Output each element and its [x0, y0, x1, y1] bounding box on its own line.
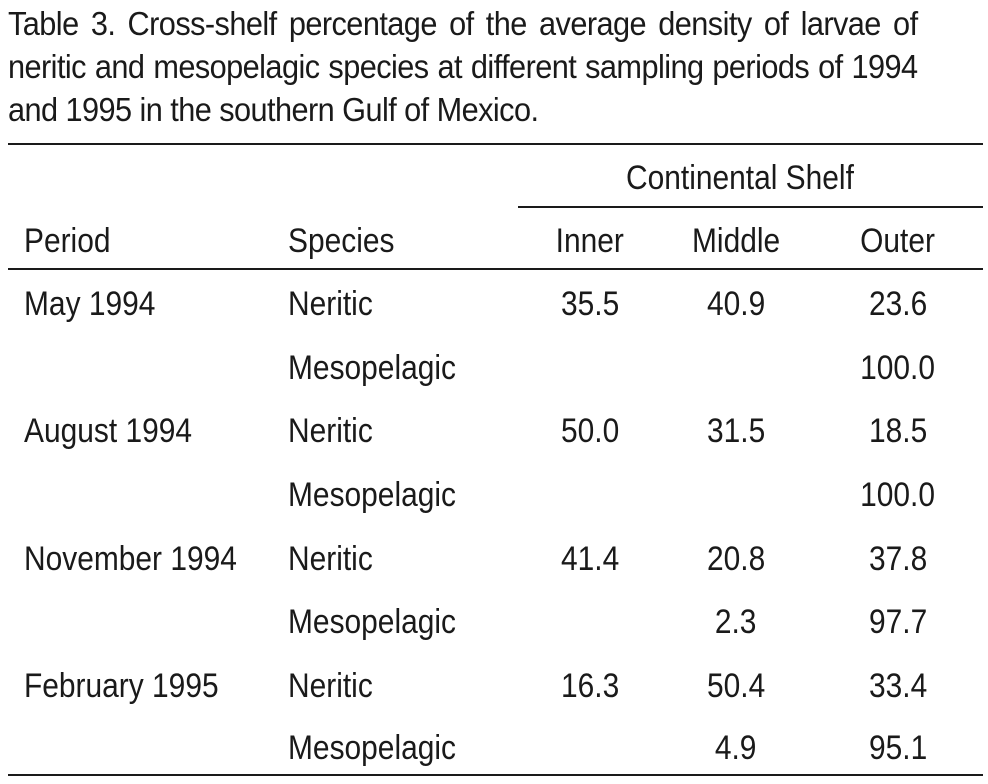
table-row-6-period: February 1995	[24, 667, 219, 705]
table-row-4-inner: 41.4	[560, 540, 620, 578]
table-row-1-inner	[520, 348, 660, 388]
table-row-2-inner: 50.0	[560, 412, 620, 450]
table-row-0-inner: 35.5	[560, 285, 620, 323]
table-row-7-outer: 95.1	[868, 729, 928, 767]
table-row-3-outer: 100.0	[860, 476, 936, 514]
bottom-rule	[8, 774, 983, 776]
table-row-5-inner	[520, 602, 660, 642]
table-row-0-species: Neritic	[288, 285, 373, 323]
table-row-5-middle: 2.3	[715, 603, 757, 641]
table-caption: Table 3. Cross-shelf percentage of the a…	[8, 5, 918, 128]
table-row-4-period: November 1994	[24, 540, 237, 578]
table-row-4-outer: 37.8	[868, 540, 928, 578]
column-header-middle: Middle	[691, 222, 781, 260]
table-row-6-middle: 50.4	[706, 667, 766, 705]
table-row-2-middle: 31.5	[706, 412, 766, 450]
column-header-species: Species	[288, 222, 395, 260]
table-row-3-middle	[666, 475, 806, 515]
table-row-7-middle: 4.9	[715, 729, 757, 767]
column-header-outer: Outer	[860, 222, 936, 260]
table-row-7-species: Mesopelagic	[288, 729, 456, 767]
table-row-6-inner: 16.3	[560, 667, 620, 705]
table-row-6-species: Neritic	[288, 667, 373, 705]
group-rule	[518, 206, 983, 208]
top-rule	[8, 143, 983, 145]
table-row-2-period: August 1994	[24, 412, 193, 450]
table-row-4-middle: 20.8	[706, 540, 766, 578]
table-row-3-species: Mesopelagic	[288, 476, 456, 514]
table-row-1-outer: 100.0	[860, 349, 936, 387]
group-header-continental-shelf: Continental Shelf	[626, 159, 854, 197]
table-row-0-middle: 40.9	[706, 285, 766, 323]
table-row-3-inner	[520, 475, 660, 515]
table-row-0-outer: 23.6	[868, 285, 928, 323]
column-header-inner: Inner	[555, 222, 625, 260]
table-row-1-species: Mesopelagic	[288, 349, 456, 387]
header-rule	[8, 268, 983, 270]
column-header-period: Period	[24, 222, 111, 260]
table-row-7-inner	[520, 728, 660, 768]
table-row-2-species: Neritic	[288, 412, 373, 450]
table-row-2-outer: 18.5	[868, 412, 928, 450]
table-row-1-middle	[666, 348, 806, 388]
table-row-0-period: May 1994	[24, 285, 156, 323]
table-row-5-outer: 97.7	[868, 603, 928, 641]
table-row-5-species: Mesopelagic	[288, 603, 456, 641]
table-row-4-species: Neritic	[288, 540, 373, 578]
table-row-6-outer: 33.4	[868, 667, 928, 705]
